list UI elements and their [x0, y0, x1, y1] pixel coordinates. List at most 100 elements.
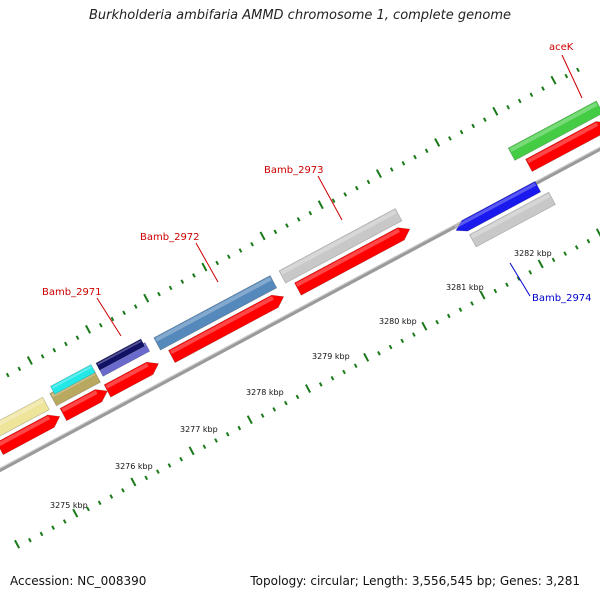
gene-label-acek: aceK	[549, 42, 574, 53]
cds-arrow-shine	[526, 122, 599, 164]
outer-tick	[492, 106, 499, 116]
cds-arrow-shine	[0, 415, 50, 447]
inner-tick	[363, 352, 370, 362]
inner-tick	[97, 500, 102, 506]
gene-bar-forward-shine	[97, 340, 142, 366]
genome-summary-text: Topology: circular; Length: 3,556,545 bp…	[250, 574, 580, 588]
outer-tick	[192, 273, 196, 278]
gene-leader-line	[96, 297, 122, 337]
outer-tick	[317, 200, 324, 210]
outer-tick	[529, 92, 534, 98]
inner-tick	[421, 321, 428, 331]
accession-text: Accession: NC_008390	[10, 574, 147, 588]
outer-tick	[40, 354, 45, 359]
inner-tick	[388, 344, 393, 350]
inner-tick	[144, 475, 149, 481]
inner-tick	[412, 332, 416, 337]
inner-tick	[246, 415, 253, 425]
outer-tick	[343, 192, 348, 197]
outer-tick	[401, 161, 406, 166]
map-title: Burkholderia ambifaria AMMD chromosome 1…	[88, 8, 512, 23]
inner-tick	[167, 463, 172, 468]
inner-tick	[342, 369, 346, 375]
outer-tick	[259, 231, 266, 241]
outer-tick	[5, 372, 10, 378]
outer-tick	[157, 291, 161, 297]
inner-tick	[260, 413, 265, 418]
inner-tick	[574, 245, 579, 250]
outer-tick	[389, 167, 394, 172]
cds-arrow-shine	[61, 390, 98, 413]
inner-tick	[130, 477, 137, 487]
outer-tick	[17, 366, 22, 372]
outer-tick	[564, 73, 569, 79]
outer-tick	[238, 248, 243, 253]
cds-arrow	[103, 361, 159, 398]
gene-bar-reverse-shine	[470, 193, 551, 239]
outer-tick	[331, 198, 336, 203]
inner-tick-ring	[14, 228, 600, 549]
inner-tick	[225, 432, 230, 437]
outer-tick	[366, 179, 371, 185]
outer-tick	[541, 86, 545, 91]
scale-label: 3282 kbp	[514, 249, 552, 258]
gene-leader-line	[561, 54, 583, 99]
outer-tick	[448, 136, 452, 141]
inner-tick	[188, 446, 195, 456]
inner-tick	[551, 257, 556, 263]
cds-arrow	[168, 294, 285, 364]
gene-bar-forward	[0, 396, 50, 437]
outer-tick	[550, 75, 557, 85]
gene-bar-forward-shine	[51, 365, 92, 389]
outer-tick	[64, 341, 68, 347]
inner-tick	[470, 301, 474, 306]
gene-bar-reverse	[469, 191, 556, 248]
outer-tick	[85, 324, 92, 334]
gene-label-bamb_2973: Bamb_2973	[264, 165, 324, 176]
inner-tick	[284, 400, 288, 406]
scale-label: 3279 kbp	[312, 352, 350, 361]
inner-tick	[179, 456, 183, 462]
outer-tick-ring	[5, 67, 580, 378]
gene-bar-forward	[95, 338, 146, 371]
gene-label-bamb_2971: Bamb_2971	[42, 287, 102, 298]
scale-label: 3280 kbp	[379, 317, 417, 326]
outer-tick	[471, 123, 476, 129]
inner-tick	[72, 508, 79, 518]
backbone-line	[0, 146, 600, 473]
inner-tick	[493, 288, 498, 294]
inner-tick	[109, 494, 114, 499]
cds-arrow	[59, 389, 108, 422]
inner-tick	[237, 425, 242, 431]
inner-tick	[505, 282, 509, 288]
inner-tick	[479, 290, 486, 300]
cds-arrow	[0, 414, 61, 456]
inner-tick	[516, 276, 521, 281]
inner-tick	[435, 319, 439, 325]
outer-tick	[375, 169, 382, 179]
scale-label: 3278 kbp	[246, 388, 284, 397]
outer-tick	[143, 293, 150, 303]
gene-leader-line	[195, 242, 219, 283]
outer-tick	[250, 241, 254, 247]
gene-bar-forward	[50, 364, 96, 395]
gene-bar-forward	[278, 208, 403, 284]
cds-arrow	[525, 121, 600, 172]
inner-tick	[537, 259, 544, 269]
gene-bar-forward-shine	[509, 102, 598, 152]
inner-tick	[586, 238, 591, 244]
inner-tick	[28, 537, 32, 543]
inner-tick	[528, 270, 533, 275]
outer-tick	[354, 185, 359, 191]
outer-tick	[506, 104, 510, 110]
outer-tick	[26, 356, 33, 365]
outer-tick	[98, 322, 103, 328]
gene-bar-forward-shine	[0, 398, 45, 426]
scale-label: 3277 kbp	[180, 425, 218, 434]
inner-tick	[353, 363, 358, 369]
inner-tick	[202, 444, 207, 450]
outer-tick	[180, 279, 185, 284]
feature-layer	[0, 100, 600, 456]
outer-tick	[482, 117, 487, 122]
inner-tick	[304, 384, 311, 393]
